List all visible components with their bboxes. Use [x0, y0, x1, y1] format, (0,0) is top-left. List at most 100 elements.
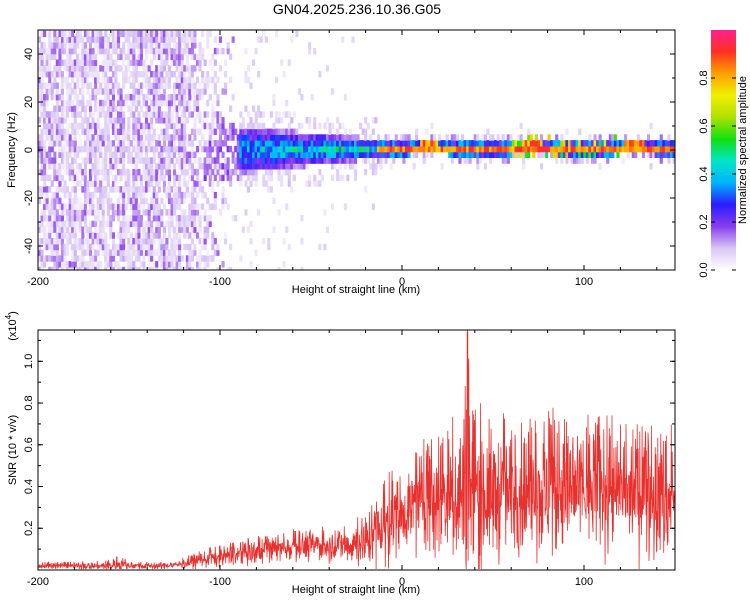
spectrogram-cell	[117, 117, 121, 124]
spectrogram-cell	[348, 145, 352, 153]
spectrogram-cell	[53, 140, 57, 147]
spectrogram-cell	[78, 111, 82, 118]
spectrogram-cell	[216, 157, 220, 164]
spectrogram-cell	[111, 99, 115, 107]
spectrogram-cell	[48, 88, 52, 95]
spectrogram-cell	[94, 151, 98, 158]
spectrogram-cell	[43, 261, 47, 268]
spectrogram-cell	[333, 157, 337, 164]
spectrogram-cell	[106, 203, 110, 210]
spectrogram-cell	[114, 249, 118, 256]
spectrogram-cell	[229, 134, 233, 141]
spectrogram-cell	[588, 134, 592, 141]
spectrogram-cell	[99, 65, 103, 72]
spectrogram-cell	[40, 168, 44, 176]
spectrogram-cell	[89, 53, 93, 61]
spectrogram-cell	[106, 174, 110, 182]
spectrogram-cell	[257, 128, 261, 135]
spectrogram-cell	[178, 76, 182, 84]
spectrogram-cell	[213, 47, 217, 55]
spectrogram-cell	[178, 59, 182, 66]
spectrogram-cell	[94, 226, 98, 233]
spectrogram-cell	[190, 76, 194, 84]
spectrogram-cell	[45, 88, 49, 95]
spectrogram-cell	[244, 157, 248, 164]
spectrogram-cell	[63, 255, 67, 262]
spectrogram-cell	[147, 36, 151, 43]
spectrogram-cell	[175, 266, 179, 270]
spectrogram-cell	[208, 122, 212, 130]
spectrogram-cell	[641, 140, 645, 147]
spectrogram-cell	[193, 151, 197, 158]
spectrogram-cell	[359, 140, 363, 147]
spectrogram-cell	[282, 157, 286, 164]
spectrogram-cell	[86, 209, 90, 216]
spectrogram-cell	[621, 157, 625, 164]
spectrogram-cell	[122, 145, 126, 153]
spectrogram-cell	[333, 140, 337, 147]
spectrogram-cell	[180, 30, 184, 38]
spectrogram-cell	[252, 128, 256, 135]
spectrogram-cell	[137, 71, 141, 78]
spectrogram-cell	[111, 266, 115, 270]
spectrogram-cell	[53, 249, 57, 256]
spectrogram-cell	[117, 128, 121, 135]
spectrogram-cell	[155, 111, 159, 118]
spectrogram-cell	[63, 203, 67, 210]
spectrogram-cell	[193, 117, 197, 124]
spectrogram-cell	[313, 174, 317, 182]
spectrogram-cell	[71, 163, 75, 170]
spectrogram-cell	[297, 140, 301, 147]
spectrogram-cell	[201, 30, 205, 38]
spectrogram-cell	[68, 197, 72, 205]
spectrogram-cell	[366, 157, 370, 164]
spectrogram-cell	[593, 151, 597, 158]
spectrogram-cell	[137, 191, 141, 199]
spectrogram-cell	[63, 232, 67, 239]
spectrogram-cell	[165, 76, 169, 84]
spectrogram-cell	[246, 151, 250, 158]
spectrogram-cell	[603, 151, 607, 158]
spectrogram-cell	[196, 94, 200, 101]
spectrogram-cell	[269, 111, 273, 118]
spectrogram-cell	[55, 168, 59, 176]
spectrogram-cell	[50, 157, 54, 164]
spectrogram-cell	[71, 30, 75, 38]
spectrogram-cell	[580, 157, 584, 164]
spectrogram-cell	[109, 249, 113, 256]
spectrogram-cell	[165, 238, 169, 245]
spectrogram-cell	[175, 261, 179, 268]
spectrogram-cell	[241, 226, 245, 233]
spectrogram-cell	[91, 140, 95, 147]
spectrogram-cell	[58, 71, 62, 78]
spectrogram-cell	[185, 47, 189, 55]
spectrogram-cell	[63, 111, 67, 118]
spectrogram-cell	[40, 163, 44, 170]
spectrogram-cell	[188, 174, 192, 182]
spectrogram-cell	[101, 168, 105, 176]
spectrogram-cell	[165, 42, 169, 49]
spectrogram-cell	[142, 168, 146, 176]
spectrogram-cell	[305, 151, 309, 158]
spectrogram-cell	[147, 76, 151, 84]
spectrogram-cell	[259, 163, 263, 170]
spectrogram-cell	[287, 140, 291, 147]
spectrogram-cell	[246, 226, 250, 233]
spectrogram-cell	[448, 140, 452, 147]
spectrogram-cell	[170, 145, 174, 153]
spectrogram-cell	[346, 140, 350, 147]
spectrogram-cell	[325, 157, 329, 164]
spectrogram-cell	[43, 145, 47, 153]
spectrogram-cell	[501, 151, 505, 158]
spectrogram-cell	[162, 243, 166, 251]
spectrogram-cell	[252, 140, 256, 147]
spectrogram-cell	[369, 134, 373, 141]
spectrogram-cell	[272, 122, 276, 130]
spectrogram-cell	[124, 220, 128, 228]
spectrogram-cell	[313, 157, 317, 164]
spectrogram-cell	[104, 65, 108, 72]
spectrogram-cell	[53, 111, 57, 118]
spectrogram-cell	[206, 163, 210, 170]
spectrogram-cell	[139, 220, 143, 228]
spectrogram-cell	[550, 140, 554, 147]
